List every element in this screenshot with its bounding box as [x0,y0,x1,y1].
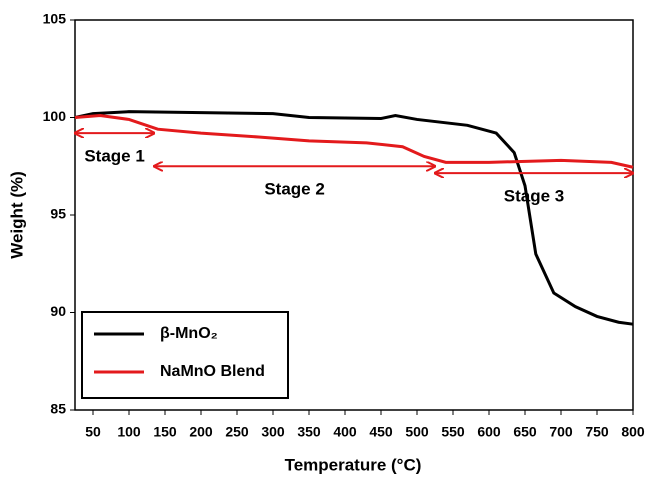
y-tick-label: 105 [43,11,67,27]
x-tick-label: 300 [261,424,285,440]
x-tick-label: 750 [585,424,609,440]
x-tick-label: 400 [333,424,357,440]
x-tick-label: 500 [405,424,429,440]
x-tick-label: 350 [297,424,321,440]
x-tick-label: 700 [549,424,573,440]
x-tick-label: 800 [621,424,645,440]
y-tick-label: 90 [50,303,66,319]
legend-label: β-MnO₂ [160,325,218,342]
y-tick-label: 85 [50,401,66,417]
x-tick-label: 650 [513,424,537,440]
legend-label: NaMnO Blend [160,363,265,380]
x-tick-label: 600 [477,424,501,440]
x-tick-label: 100 [117,424,141,440]
stage-label: Stage 2 [264,180,324,199]
x-axis-title: Temperature (°C) [285,455,422,474]
y-tick-label: 100 [43,108,67,124]
x-tick-label: 150 [153,424,177,440]
y-tick-label: 95 [50,206,66,222]
series-line [74,110,634,326]
x-tick-label: 450 [369,424,393,440]
x-tick-label: 550 [441,424,465,440]
x-tick-label: 50 [85,424,101,440]
x-tick-label: 200 [189,424,213,440]
stage-label: Stage 1 [84,147,144,166]
series-line [74,114,634,169]
stage-label: Stage 3 [504,187,564,206]
legend-box [81,311,289,399]
x-tick-label: 250 [225,424,249,440]
y-axis-title: Weight (%) [7,171,26,259]
